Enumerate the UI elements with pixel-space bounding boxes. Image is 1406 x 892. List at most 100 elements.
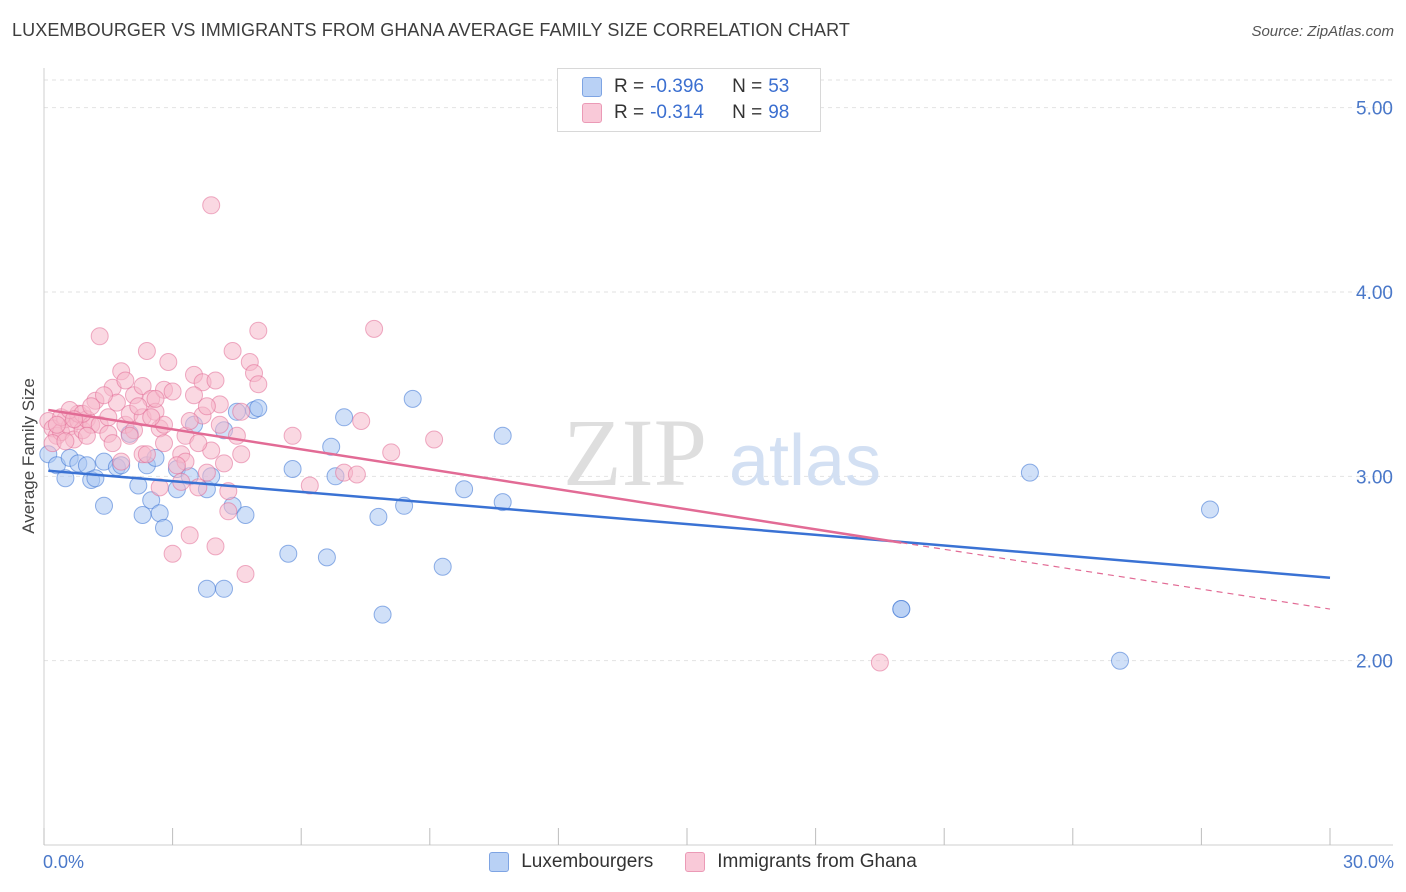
data-point xyxy=(137,342,156,360)
data-point xyxy=(892,600,911,618)
legend-item-luxembourgers: Luxembourgers xyxy=(489,851,653,873)
data-point xyxy=(206,537,225,556)
r-value: -0.314 xyxy=(650,102,704,123)
legend-swatch-pink xyxy=(582,103,602,123)
data-point xyxy=(236,506,255,524)
data-point xyxy=(455,480,474,499)
data-point xyxy=(185,386,203,405)
n-value: 53 xyxy=(768,76,790,97)
data-point xyxy=(202,196,221,215)
y-tick-label: 5.00 xyxy=(1356,99,1393,120)
data-point xyxy=(146,389,165,408)
data-point xyxy=(249,399,268,418)
data-point xyxy=(133,506,152,524)
data-point xyxy=(189,478,208,497)
data-point xyxy=(133,377,152,395)
data-point xyxy=(300,476,319,495)
data-point xyxy=(249,375,268,394)
data-point xyxy=(433,557,452,576)
data-point xyxy=(129,397,148,416)
data-point xyxy=(279,544,298,563)
x-tick-label-max: 30.0% xyxy=(1342,852,1394,872)
correlation-legend: R = -0.396 N = 53 R = -0.314 N = 98 xyxy=(557,68,821,132)
data-point xyxy=(215,454,233,473)
y-tick-label: 3.00 xyxy=(1356,467,1393,488)
data-point xyxy=(373,605,392,624)
data-point xyxy=(56,432,75,451)
data-point xyxy=(1111,651,1129,670)
source-label: Source: ZipAtlas.com xyxy=(1251,23,1394,40)
watermark: ZIP atlas xyxy=(563,399,881,506)
data-point xyxy=(870,653,889,672)
data-point xyxy=(90,327,109,346)
data-point xyxy=(283,460,302,478)
r-label: R = xyxy=(614,76,645,97)
data-point xyxy=(77,426,96,445)
data-point xyxy=(215,579,233,598)
data-points xyxy=(39,196,1219,672)
legend-row-ghana: R = -0.314 N = 98 xyxy=(582,100,789,126)
y-tick-label: 4.00 xyxy=(1356,283,1393,304)
data-point xyxy=(120,426,139,445)
data-point xyxy=(95,496,113,515)
watermark-zip: ZIP xyxy=(563,399,707,506)
y-tick-label: 2.00 xyxy=(1356,652,1393,673)
data-point xyxy=(382,443,401,462)
data-point xyxy=(116,371,135,390)
legend-label: Immigrants from Ghana xyxy=(717,851,917,872)
data-point xyxy=(425,430,444,449)
chart-title: LUXEMBOURGER VS IMMIGRANTS FROM GHANA AV… xyxy=(12,20,850,40)
data-point xyxy=(142,408,161,427)
data-point xyxy=(236,565,255,583)
series-legend: Luxembourgers Immigrants from Ghana xyxy=(0,851,1406,873)
r-label: R = xyxy=(614,102,645,123)
data-point xyxy=(352,412,371,430)
data-point xyxy=(129,476,148,495)
data-point xyxy=(197,463,216,482)
legend-row-luxembourgers: R = -0.396 N = 53 xyxy=(582,74,789,100)
data-point xyxy=(232,445,251,464)
n-label: N = xyxy=(732,76,763,97)
data-point xyxy=(219,502,238,521)
data-point xyxy=(322,437,341,456)
data-point xyxy=(210,415,229,434)
legend-swatch-pink xyxy=(685,852,706,872)
data-point xyxy=(163,382,182,401)
data-point xyxy=(232,402,251,421)
r-value: -0.396 xyxy=(650,76,704,97)
data-point xyxy=(86,469,105,488)
data-point xyxy=(180,412,199,430)
data-point xyxy=(1020,463,1039,482)
data-point xyxy=(142,491,161,510)
data-point xyxy=(47,415,66,434)
data-point xyxy=(56,469,75,488)
data-point xyxy=(369,507,388,526)
data-point xyxy=(197,579,216,598)
trend-line-ghana xyxy=(48,408,902,544)
x-tick-label-min: 0.0% xyxy=(43,852,85,872)
trend-line-ghana-extrapolated xyxy=(901,542,1331,610)
data-point xyxy=(227,426,246,445)
data-point xyxy=(365,319,384,338)
data-point xyxy=(159,353,178,371)
n-label: N = xyxy=(732,102,763,123)
y-axis-label: Average Family Size xyxy=(19,378,38,534)
data-point xyxy=(347,465,366,484)
legend-label: Luxembourgers xyxy=(521,851,654,872)
series-luxembourgers-points xyxy=(39,389,1219,670)
trend-line-luxembourgers xyxy=(48,469,1331,579)
y-tick-labels: 2.00 3.00 4.00 5.00 xyxy=(1356,99,1393,673)
trend-lines xyxy=(48,408,1331,610)
data-point xyxy=(223,342,242,360)
data-point xyxy=(137,445,156,464)
data-point xyxy=(180,526,199,545)
data-point xyxy=(403,389,422,408)
n-value: 98 xyxy=(768,102,790,123)
data-point xyxy=(155,434,173,453)
data-point xyxy=(283,426,302,445)
legend-swatch-blue xyxy=(582,77,602,97)
data-point xyxy=(1201,500,1219,519)
data-point xyxy=(82,397,101,416)
data-point xyxy=(155,518,173,537)
